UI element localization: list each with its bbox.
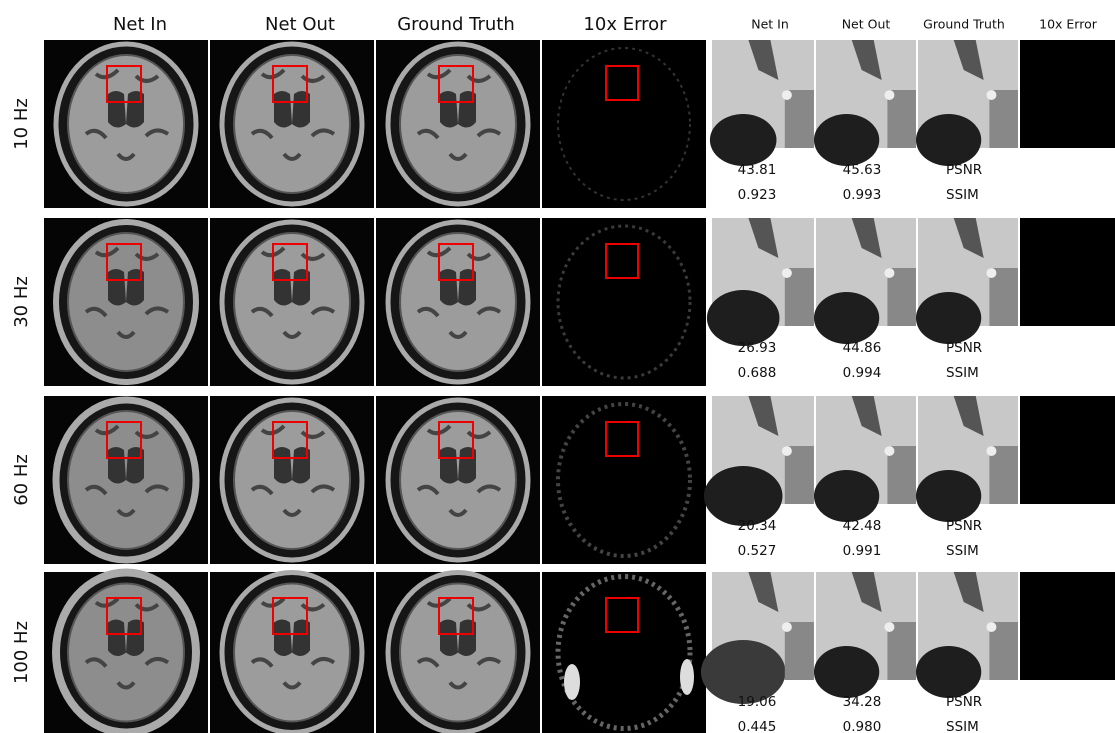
metric-net-in: 26.93 (738, 340, 777, 356)
brain-image (210, 40, 374, 208)
zoom-image (814, 572, 916, 698)
zoom-spot (884, 268, 894, 278)
metric-net-in: 43.81 (738, 162, 777, 178)
zoom-error (1020, 40, 1115, 148)
metric-name: PSNR (946, 518, 982, 534)
metric-name: SSIM (946, 543, 979, 559)
zoom-image (916, 40, 1018, 166)
brain-image (376, 40, 540, 208)
zoom-spot (986, 622, 996, 632)
row-label: 60 Hz (11, 454, 32, 506)
zoom-image (704, 396, 814, 526)
metric-name: PSNR (946, 340, 982, 356)
metric-name: SSIM (946, 719, 979, 733)
zoom-spot (986, 446, 996, 456)
metric-name: SSIM (946, 187, 979, 203)
metric-name: SSIM (946, 365, 979, 381)
metric-net-out: 0.991 (843, 543, 882, 559)
zoom-image (916, 572, 1018, 698)
row-label: 10 Hz (11, 98, 32, 150)
zoom-ventricle (704, 466, 783, 526)
zoom-spot (782, 90, 792, 100)
metric-name: PSNR (946, 162, 982, 178)
metric-net-in: 0.527 (738, 543, 777, 559)
zoom-ventricle (710, 114, 777, 166)
metric-net-in: 0.923 (738, 187, 777, 203)
zoom-error (1020, 396, 1115, 504)
column-header: 10x Error (583, 14, 667, 35)
metric-net-out: 0.994 (843, 365, 882, 381)
brain-image (376, 396, 540, 564)
column-header: Net In (751, 17, 789, 32)
zoom-spot (884, 90, 894, 100)
zoom-ventricle (814, 292, 879, 344)
zoom-image (710, 40, 814, 166)
zoom-spot (884, 446, 894, 456)
metric-net-in: 20.34 (738, 518, 777, 534)
figure: Net In Net Out Ground Truth 10x Error Net In… (0, 0, 1115, 733)
error-hot (564, 664, 580, 700)
zoom-spot (782, 268, 792, 278)
zoom-image (916, 396, 1018, 522)
zoom-spot (986, 90, 996, 100)
zoom-image (814, 218, 916, 344)
zoom-spot (884, 622, 894, 632)
metric-net-out: 0.980 (843, 719, 882, 733)
zoom-ventricle (916, 470, 981, 522)
zoom-ventricle (707, 290, 780, 346)
metric-net-in: 0.445 (738, 719, 777, 733)
brain-image (376, 572, 540, 733)
metric-net-out: 0.993 (843, 187, 882, 203)
zoom-ventricle (916, 646, 981, 698)
column-header: Net Out (842, 17, 891, 32)
brain-image (376, 218, 540, 386)
column-header: Net Out (265, 14, 335, 35)
column-header: Net In (113, 14, 167, 35)
column-header: 10x Error (1039, 17, 1098, 32)
zoom-error (1020, 572, 1115, 680)
zoom-image (814, 396, 916, 522)
brain-image (44, 40, 208, 208)
metric-net-out: 42.48 (843, 518, 882, 534)
zoom-ventricle (814, 646, 879, 698)
zoom-image (701, 572, 814, 704)
metric-net-out: 44.86 (843, 340, 882, 356)
brain-image (210, 396, 374, 564)
error-hot (680, 659, 694, 695)
zoom-ventricle (814, 114, 879, 166)
column-header: Ground Truth (923, 17, 1005, 32)
brain-image (44, 572, 208, 733)
zoom-spot (782, 446, 792, 456)
zoom-ventricle (916, 114, 981, 166)
brain-image (44, 218, 208, 386)
zoom-spot (782, 622, 792, 632)
row-label: 30 Hz (11, 276, 32, 328)
error-bg (542, 572, 706, 733)
metric-net-in: 0.688 (738, 365, 777, 381)
zoom-ventricle (916, 292, 981, 344)
brain-image (210, 572, 374, 733)
metric-net-in: 19.06 (738, 694, 777, 710)
zoom-image (814, 40, 916, 166)
zoom-error (1020, 218, 1115, 326)
zoom-image (707, 218, 814, 346)
zoom-spot (986, 268, 996, 278)
zoom-image (916, 218, 1018, 344)
brain-image (210, 218, 374, 386)
metric-net-out: 45.63 (843, 162, 882, 178)
brain-image (44, 396, 208, 564)
column-header: Ground Truth (397, 14, 515, 35)
metric-net-out: 34.28 (843, 694, 882, 710)
metric-name: PSNR (946, 694, 982, 710)
zoom-ventricle (814, 470, 879, 522)
row-label: 100 Hz (11, 621, 32, 684)
